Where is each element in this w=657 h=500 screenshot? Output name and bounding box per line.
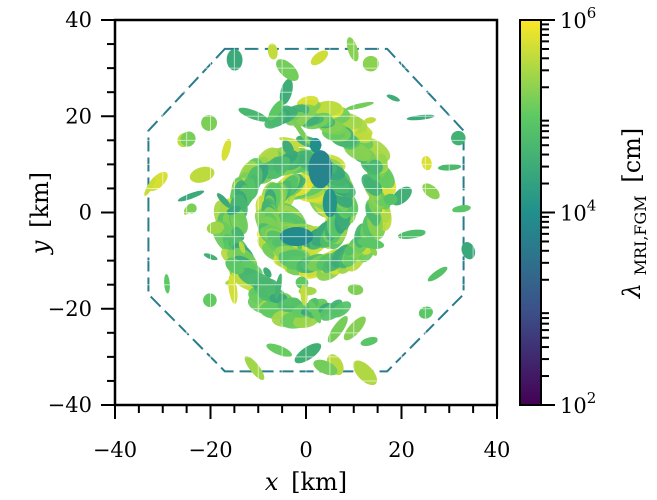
x-tick-label: −40 — [93, 438, 137, 462]
x-tick-label: 20 — [388, 438, 415, 462]
y-axis: −40 −20 0 20 40 — [48, 8, 115, 417]
y-tick-label: 20 — [65, 104, 92, 128]
y-axis-label: y [km] — [26, 172, 54, 255]
fragment-patch — [308, 300, 322, 324]
fragment-patch — [228, 274, 238, 304]
inner-patch — [309, 137, 322, 153]
inner-patch — [308, 150, 333, 189]
fragment-patch — [362, 55, 379, 72]
fragment-patch — [144, 177, 156, 196]
fragment-patch — [238, 241, 246, 254]
colorbar-gradient — [519, 19, 542, 406]
fragment-patch — [266, 343, 293, 357]
fragment-patch — [346, 37, 359, 62]
fragment-patch — [268, 100, 284, 121]
colorbar-label-unit: [cm] — [618, 128, 646, 183]
fragment-patch — [386, 94, 400, 102]
fragment-patch — [189, 166, 215, 183]
x-tick-label: −20 — [188, 438, 232, 462]
fragment-patch — [225, 257, 245, 275]
fragment-patch — [295, 276, 309, 289]
fragment-patch — [347, 283, 364, 296]
fragment-patch — [201, 115, 218, 131]
arm-patch — [264, 110, 287, 129]
fragment-patch — [292, 119, 312, 147]
fragment-patch — [216, 193, 231, 208]
fragment-patch — [294, 343, 322, 364]
x-axis-label-unit: [km] — [291, 468, 347, 496]
fragment-patch — [421, 155, 432, 171]
fragment-patch — [263, 267, 272, 278]
fragment-patch — [343, 316, 366, 341]
fragment-patch — [422, 183, 440, 200]
colorbar-tick-label: 106 — [560, 4, 596, 33]
inner-region — [267, 137, 354, 256]
fragment-patch — [267, 43, 278, 60]
fragment-patch — [274, 273, 283, 300]
y-axis-label-unit: [km] — [26, 172, 54, 228]
fragment-patch — [203, 293, 217, 308]
x-tick-label: 0 — [299, 438, 312, 462]
fragment-patch — [180, 131, 196, 147]
fragment-patch — [327, 316, 348, 343]
fragment-patch — [164, 274, 170, 294]
overlay-grid — [115, 20, 497, 405]
fragment-patch — [186, 203, 197, 214]
colorbar-label-subscript: MRI,FGM — [631, 195, 650, 275]
fragment-patch — [360, 336, 379, 347]
fragment-patch — [206, 221, 225, 235]
fragment-patch — [383, 193, 398, 206]
fragment-patch — [451, 130, 466, 146]
fragment-patch — [221, 138, 232, 161]
colorbar-ticks: 102 104 106 — [541, 4, 596, 418]
colorbar-label-symbol: λ — [618, 283, 646, 299]
fragment-patch — [279, 137, 308, 148]
colorbar: 102 104 106 λ MRI,FGM [cm] — [519, 4, 652, 418]
inner-patch — [267, 170, 278, 178]
colorbar-label: λ MRI,FGM [cm] — [618, 128, 652, 300]
arm-patch — [363, 176, 377, 190]
fragment-patch — [368, 159, 383, 174]
fragment-patch — [281, 140, 294, 155]
fragment-patch — [310, 50, 329, 66]
fragment-patch — [352, 360, 378, 386]
x-axis-label-symbol: x — [265, 468, 279, 496]
x-axis-label: x [km] — [265, 468, 347, 496]
fragment-patch — [238, 107, 268, 122]
inner-patch — [344, 246, 354, 256]
y-tick-label: 40 — [65, 8, 92, 32]
x-axis: −40 −20 0 20 40 — [93, 405, 511, 462]
fragment-patch — [244, 355, 265, 381]
fragment-patch — [418, 306, 433, 319]
fragment-patch — [461, 242, 476, 260]
fragment-patch — [364, 117, 376, 124]
plot-area — [115, 20, 497, 405]
fragment-patch — [406, 114, 435, 121]
arm-patch — [283, 297, 300, 307]
y-axis-label-symbol: y — [26, 240, 54, 255]
fragment-patch — [452, 205, 471, 213]
fragment-patch — [313, 359, 338, 376]
y-tick-label: −40 — [48, 393, 92, 417]
fragment-patch — [345, 101, 374, 110]
y-tick-label: 0 — [79, 201, 92, 225]
arm-patch — [331, 301, 352, 318]
colorbar-tick-label: 104 — [560, 197, 596, 226]
fragment-patch — [427, 266, 448, 282]
fragment-patch — [177, 190, 205, 202]
outer-fragments — [144, 37, 476, 386]
colorbar-tick-label: 102 — [560, 389, 596, 418]
y-tick-label: −20 — [48, 297, 92, 321]
x-tick-label: 40 — [484, 438, 511, 462]
